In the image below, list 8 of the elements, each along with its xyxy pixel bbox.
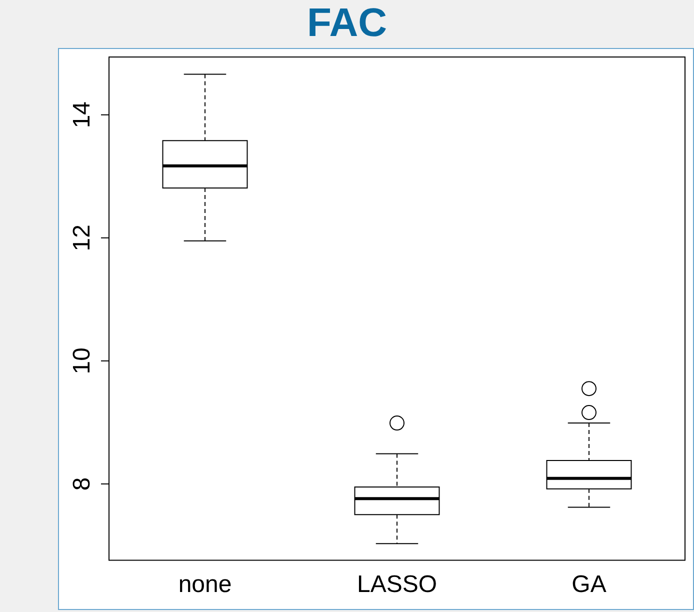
y-tick-label: 12: [68, 224, 96, 252]
chart-title: FAC: [306, 0, 388, 46]
y-tick-label: 8: [68, 477, 96, 491]
y-tick-label: 14: [68, 101, 96, 128]
x-tick-label: none: [178, 571, 232, 598]
x-tick-label: LASSO: [356, 571, 438, 598]
x-tick-label: GA: [572, 571, 606, 598]
y-tick-label: 10: [68, 348, 96, 374]
